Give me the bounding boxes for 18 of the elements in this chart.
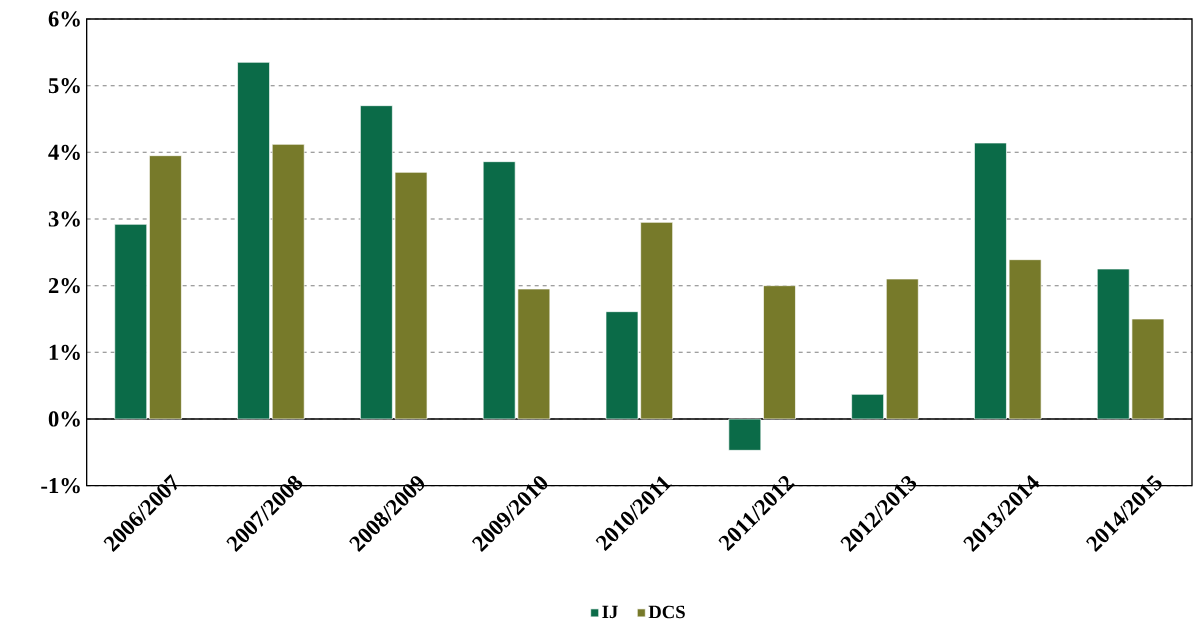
y-tick-label: 0% bbox=[48, 411, 80, 427]
y-tick-label: 3% bbox=[48, 211, 80, 227]
bar bbox=[728, 418, 762, 451]
bar bbox=[885, 278, 919, 420]
y-tick-label: 5% bbox=[48, 77, 80, 94]
legend-label: IJ bbox=[602, 605, 618, 619]
y-tick-label: 1% bbox=[49, 344, 80, 361]
y-tick-label: -1% bbox=[41, 477, 80, 494]
y-tick-label: 2% bbox=[48, 277, 80, 294]
bar bbox=[271, 143, 305, 420]
bar bbox=[114, 223, 148, 420]
legend-label: DCS bbox=[648, 605, 685, 619]
y-tick-label: 4% bbox=[48, 144, 80, 161]
bar bbox=[851, 393, 884, 420]
bar bbox=[237, 61, 270, 420]
y-tick-label: 6% bbox=[48, 11, 80, 27]
bar bbox=[763, 285, 796, 420]
bar bbox=[149, 155, 182, 420]
